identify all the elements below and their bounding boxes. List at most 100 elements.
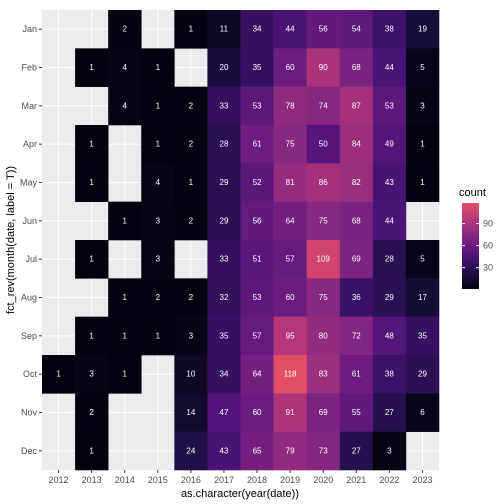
- cell-value-label: 3: [420, 101, 425, 110]
- heatmap-cell: [174, 355, 208, 394]
- cell-value-label: 29: [385, 293, 394, 302]
- cell-value-label: 109: [317, 255, 331, 264]
- cell-value-label: 38: [385, 25, 394, 34]
- y-tick-label: Jun: [22, 216, 37, 226]
- cell-value-label: 36: [352, 293, 361, 302]
- y-tick-label: Nov: [21, 408, 38, 418]
- cell-value-label: 53: [253, 101, 262, 110]
- heatmap-cell: [75, 163, 109, 202]
- cell-value-label: 87: [352, 101, 361, 110]
- cell-value-label: 60: [286, 293, 295, 302]
- heatmap-cell: [405, 240, 440, 279]
- heatmap-cell: [405, 316, 440, 356]
- heatmap-cell: [339, 431, 374, 471]
- heatmap-cell: [339, 316, 374, 356]
- heatmap-cell: [75, 48, 109, 87]
- heatmap-cell: [306, 163, 341, 202]
- heatmap-cell: [240, 393, 274, 432]
- cell-value-label: 5: [420, 255, 425, 264]
- heatmap-cell: [207, 163, 241, 202]
- x-axis: 2012 2013 2014 2015 2016 2017 2018 2019 2020 2021…: [49, 470, 432, 485]
- cell-value-label: 61: [352, 370, 361, 379]
- cell-value-label: 4: [122, 63, 127, 72]
- heatmap-cell: [141, 86, 175, 126]
- cell-value-label: 1: [89, 255, 94, 264]
- x-tick-label: 2016: [181, 475, 201, 485]
- cell-value-label: 43: [220, 446, 229, 455]
- cell-value-label: 4: [156, 178, 161, 187]
- cell-value-label: 2: [122, 25, 127, 34]
- x-tick-label: 2023: [412, 475, 432, 485]
- heatmap-cell: [372, 278, 407, 317]
- heatmap-cell: [372, 48, 407, 87]
- heatmap-cell: [306, 393, 341, 432]
- y-axis-title: fct_rev(month(date, label = T)): [5, 166, 17, 314]
- cell-value-label: 33: [220, 255, 229, 264]
- cell-value-label: 1: [156, 63, 161, 72]
- cell-value-label: 3: [189, 331, 194, 340]
- cell-value-label: 1: [156, 331, 161, 340]
- heatmap-cell: [240, 240, 274, 279]
- heatmap-cell: [273, 355, 307, 394]
- cell-value-label: 74: [319, 101, 328, 110]
- heatmap-cell: [405, 278, 440, 317]
- cell-value-label: 2: [189, 293, 194, 302]
- heatmap-cell: [207, 240, 241, 279]
- cell-value-label: 32: [220, 293, 229, 302]
- y-tick-label: Oct: [23, 369, 38, 379]
- cell-value-label: 53: [385, 101, 394, 110]
- cell-value-label: 56: [253, 216, 262, 225]
- cell-value-label: 33: [220, 101, 229, 110]
- heatmap-cell: [108, 355, 142, 394]
- cell-value-label: 2: [189, 140, 194, 149]
- cell-value-label: 2: [156, 293, 161, 302]
- cell-value-label: 1: [89, 63, 94, 72]
- cell-value-label: 35: [418, 331, 427, 340]
- cell-value-label: 6: [420, 408, 425, 417]
- heatmap-cell: [405, 10, 440, 49]
- cell-value-label: 20: [220, 63, 229, 72]
- heatmap-cell: [141, 48, 175, 87]
- cell-value-label: 57: [253, 331, 262, 340]
- cell-value-label: 3: [387, 446, 392, 455]
- heatmap-cell: [273, 240, 307, 279]
- cell-value-label: 75: [319, 293, 328, 302]
- heatmap-cell: [240, 355, 274, 394]
- cell-value-label: 4: [122, 101, 127, 110]
- cell-value-label: 61: [253, 140, 262, 149]
- heatmap-cell: [240, 125, 274, 164]
- heatmap-cell: [339, 393, 374, 432]
- cell-value-label: 17: [418, 293, 427, 302]
- heatmap-cell: [240, 431, 274, 471]
- cell-value-label: 19: [418, 25, 427, 34]
- cell-value-label: 64: [286, 216, 295, 225]
- cell-value-label: 55: [352, 408, 361, 417]
- legend-tick-label: 60: [483, 241, 493, 251]
- heatmap-cell: [240, 316, 274, 356]
- cell-value-label: 60: [286, 63, 295, 72]
- heatmap-cell: [273, 48, 307, 87]
- y-tick-label: Jan: [22, 24, 37, 34]
- y-tick-label: Dec: [21, 446, 38, 456]
- heatmap-cell: [372, 393, 407, 432]
- heatmap-cell: [372, 316, 407, 356]
- heatmap-cell: [42, 355, 76, 394]
- heatmap-cell: [339, 201, 374, 241]
- heatmap-cell: [207, 125, 241, 164]
- cell-value-label: 47: [220, 408, 229, 417]
- heatmap-cell: [108, 10, 142, 49]
- cell-value-label: 38: [385, 370, 394, 379]
- heatmap-cell: [273, 278, 307, 317]
- heatmap-cell: [141, 240, 175, 279]
- cell-value-label: 3: [156, 255, 161, 264]
- x-tick-label: 2017: [214, 475, 234, 485]
- cell-value-label: 78: [286, 101, 295, 110]
- cell-value-label: 44: [385, 216, 394, 225]
- cell-value-label: 1: [156, 140, 161, 149]
- heatmap-cell: [405, 86, 440, 126]
- legend-tick-label: 90: [483, 219, 493, 229]
- heatmap-cell: [306, 278, 341, 317]
- heatmap-cell: [207, 431, 241, 471]
- heatmap-cell: [339, 240, 374, 279]
- y-axis: Jan Feb Mar Apr May Jun Jul Aug Sep Oct Nov Dec: [20, 24, 42, 456]
